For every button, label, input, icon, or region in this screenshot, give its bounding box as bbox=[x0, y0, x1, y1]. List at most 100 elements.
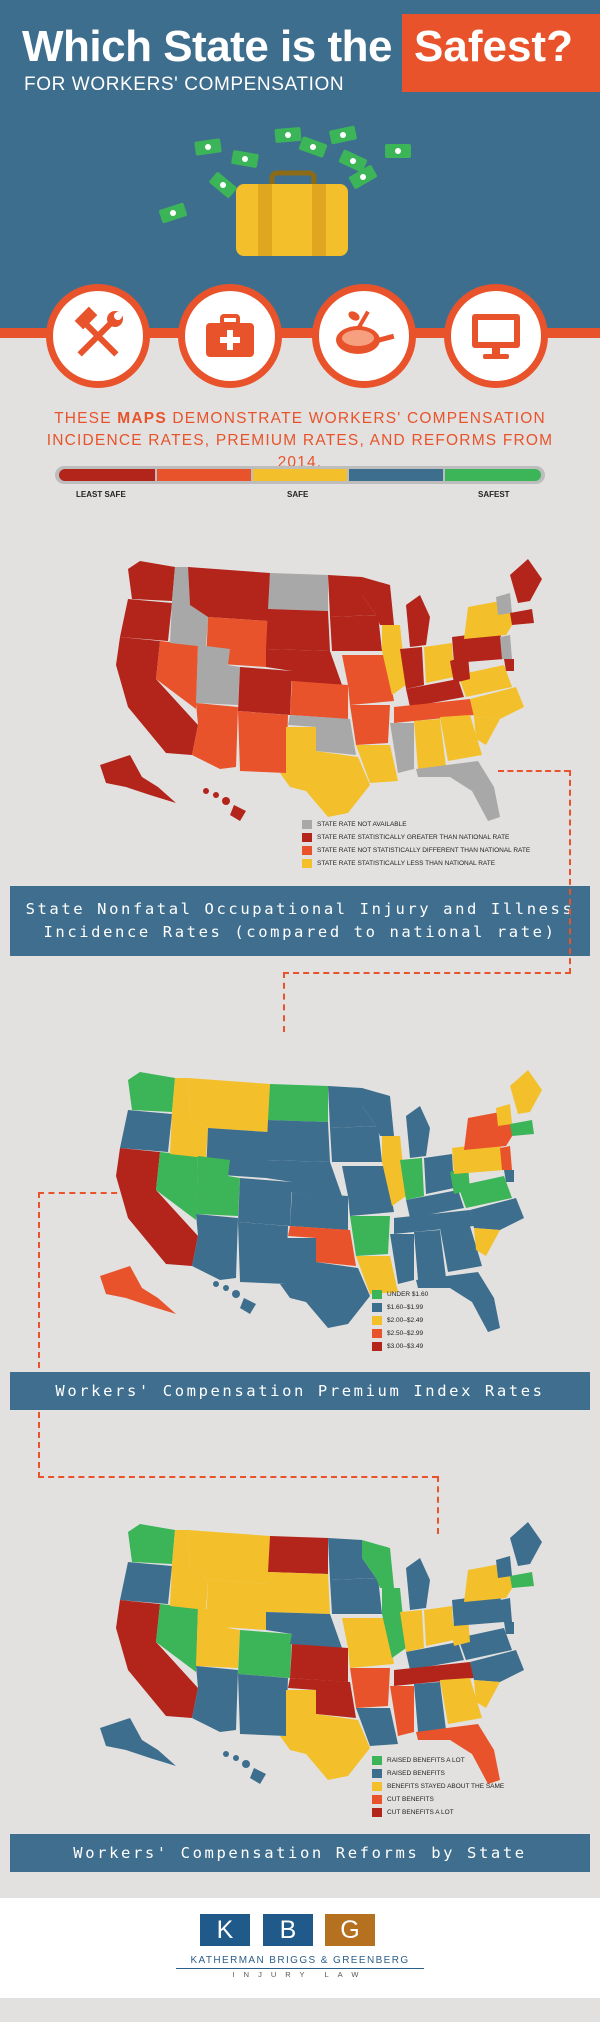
state-maryland-delaware bbox=[504, 1170, 514, 1182]
state-arkansas bbox=[350, 1216, 390, 1256]
intro-text: These maps demonstrate workers' compensa… bbox=[46, 410, 554, 471]
state-indiana bbox=[400, 1158, 424, 1200]
state-north-carolina bbox=[470, 1198, 524, 1230]
scale-segment-less-safe bbox=[157, 469, 251, 481]
legend-item: BENEFITS STAYED ABOUT THE SAME bbox=[372, 1780, 504, 1793]
state-north-carolina bbox=[470, 1650, 524, 1682]
legend-item: CUT BENEFITS A LOT bbox=[372, 1806, 504, 1819]
legend-item: STATE RATE NOT AVAILABLE bbox=[302, 818, 530, 831]
state-ohio bbox=[424, 1606, 454, 1646]
state-colorado bbox=[238, 1178, 292, 1226]
state-massachusetts-ct bbox=[510, 1120, 534, 1136]
state-massachusetts-ct bbox=[510, 1572, 534, 1588]
state-utah bbox=[196, 1156, 240, 1216]
state-louisiana bbox=[356, 1256, 398, 1294]
map2-title-banner: Workers' Compensation Premium Index Rate… bbox=[10, 1372, 590, 1410]
state-kansas bbox=[290, 1644, 348, 1682]
state-indiana bbox=[400, 647, 424, 689]
state-oklahoma bbox=[288, 1226, 356, 1266]
state-virginia bbox=[458, 1628, 512, 1660]
state-montana bbox=[188, 1078, 270, 1132]
state-south-carolina bbox=[474, 717, 500, 745]
incidence-rate-map bbox=[100, 559, 542, 821]
connector-dash bbox=[283, 972, 571, 974]
state-missouri bbox=[342, 1618, 394, 1668]
state-ohio bbox=[424, 643, 454, 683]
state-new-jersey bbox=[500, 1598, 512, 1622]
scale-segment-safer bbox=[349, 469, 443, 481]
state-iowa bbox=[330, 1578, 382, 1614]
legend-item: STATE RATE NOT STATISTICALLY DIFFERENT T… bbox=[302, 844, 530, 857]
title-highlight-box bbox=[402, 14, 600, 92]
state-louisiana bbox=[356, 1708, 398, 1746]
state-south-dakota bbox=[266, 1572, 330, 1614]
cooking-pan-icon bbox=[312, 284, 416, 388]
state-maine bbox=[510, 1070, 542, 1114]
subtitle: FOR WORKERS' COMPENSATION bbox=[24, 74, 345, 95]
state-idaho bbox=[170, 1530, 208, 1610]
map1-legend: STATE RATE NOT AVAILABLE STATE RATE STAT… bbox=[302, 818, 530, 870]
state-maryland-delaware bbox=[504, 659, 514, 671]
state-maryland-delaware bbox=[504, 1622, 514, 1634]
scale-segment-least-safe bbox=[59, 469, 155, 481]
connector-dash bbox=[569, 770, 571, 974]
state-minnesota bbox=[328, 575, 376, 617]
state-north-dakota bbox=[268, 1536, 328, 1574]
state-south-carolina bbox=[474, 1680, 500, 1708]
state-nevada bbox=[156, 1604, 198, 1672]
state-nebraska bbox=[266, 1612, 342, 1648]
state-iowa bbox=[330, 615, 382, 651]
state-oregon bbox=[120, 1110, 172, 1152]
header-stripe bbox=[0, 328, 600, 338]
state-iowa bbox=[330, 1126, 382, 1162]
state-pennsylvania bbox=[452, 631, 504, 663]
title-highlight: Safest? bbox=[414, 22, 573, 71]
state-texas bbox=[280, 727, 370, 817]
state-kentucky bbox=[406, 1642, 464, 1670]
hammer-wrench-icon bbox=[46, 284, 150, 388]
connector-dash bbox=[437, 1476, 439, 1534]
state-illinois bbox=[382, 625, 406, 695]
state-south-dakota bbox=[266, 609, 330, 651]
state-new-jersey bbox=[500, 1146, 512, 1170]
state-california bbox=[116, 1148, 198, 1266]
scale-segment-safest bbox=[445, 469, 541, 481]
state-montana bbox=[188, 1530, 270, 1584]
state-alabama bbox=[414, 1682, 446, 1732]
state-virginia bbox=[458, 1176, 512, 1208]
state-alaska bbox=[100, 755, 176, 803]
state-oklahoma bbox=[288, 1678, 356, 1718]
state-washington bbox=[128, 561, 175, 601]
state-florida bbox=[416, 1724, 500, 1784]
scale-label-safe: SAFE bbox=[287, 490, 309, 499]
map3-title: Workers' Compensation Reforms by State bbox=[73, 1844, 527, 1862]
map3-title-banner: Workers' Compensation Reforms by State bbox=[10, 1834, 590, 1872]
connector-dash bbox=[38, 1192, 138, 1194]
state-illinois bbox=[382, 1136, 406, 1206]
state-kentucky bbox=[406, 1190, 464, 1218]
state-minnesota bbox=[328, 1538, 376, 1580]
state-montana bbox=[188, 567, 270, 621]
state-new-mexico bbox=[238, 711, 288, 773]
state-south-dakota bbox=[266, 1120, 330, 1162]
state-maine bbox=[510, 1522, 542, 1566]
state-wisconsin bbox=[362, 1540, 394, 1588]
legend-item: $2.50–$2.99 bbox=[372, 1327, 428, 1340]
state-minnesota bbox=[328, 1086, 376, 1128]
footer-band bbox=[0, 1998, 600, 2022]
state-florida bbox=[416, 1272, 500, 1332]
state-california bbox=[116, 1600, 198, 1718]
state-mississippi bbox=[390, 723, 414, 773]
state-michigan bbox=[406, 595, 430, 647]
state-arizona bbox=[192, 1666, 238, 1732]
scale-label-least-safe: LEAST SAFE bbox=[76, 490, 126, 499]
legend-item: $1.60–$1.99 bbox=[372, 1301, 428, 1314]
state-alaska bbox=[100, 1718, 176, 1766]
map2-legend: UNDER $1.60 $1.60–$1.99 $2.00–$2.49 $2.5… bbox=[372, 1288, 428, 1353]
state-alabama bbox=[414, 1230, 446, 1280]
state-north-dakota bbox=[268, 1084, 328, 1122]
legend-item: UNDER $1.60 bbox=[372, 1288, 428, 1301]
state-pennsylvania bbox=[452, 1142, 504, 1174]
state-pennsylvania bbox=[452, 1594, 504, 1626]
state-alaska bbox=[100, 1266, 176, 1314]
